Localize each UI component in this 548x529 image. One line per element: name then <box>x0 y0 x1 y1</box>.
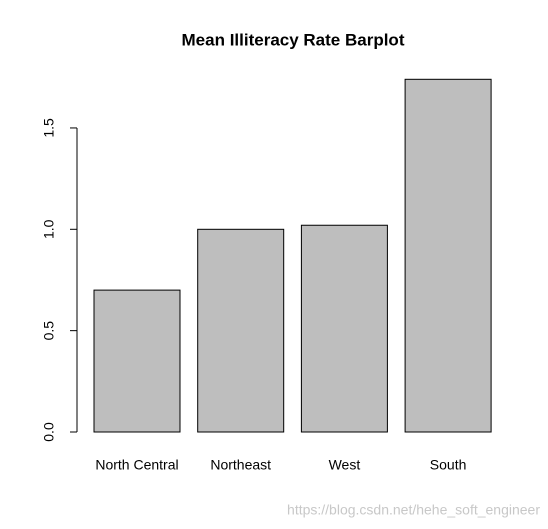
bar <box>300 224 388 433</box>
y-tick-label: 1.0 <box>41 219 57 239</box>
y-tick-label: 0.5 <box>41 321 57 341</box>
watermark: https://blog.csdn.net/hehe_soft_engineer <box>287 502 540 518</box>
y-tick-label: 0.0 <box>41 422 57 442</box>
x-tick-label: North Central <box>95 457 178 473</box>
x-tick-label: West <box>329 457 361 473</box>
bar <box>93 289 181 433</box>
bar <box>197 228 285 433</box>
x-tick-label: Northeast <box>210 457 271 473</box>
x-tick-label: South <box>430 457 467 473</box>
bar <box>404 78 492 433</box>
chart-title: Mean Illiteracy Rate Barplot <box>182 30 405 49</box>
y-tick-label: 1.5 <box>41 118 57 138</box>
